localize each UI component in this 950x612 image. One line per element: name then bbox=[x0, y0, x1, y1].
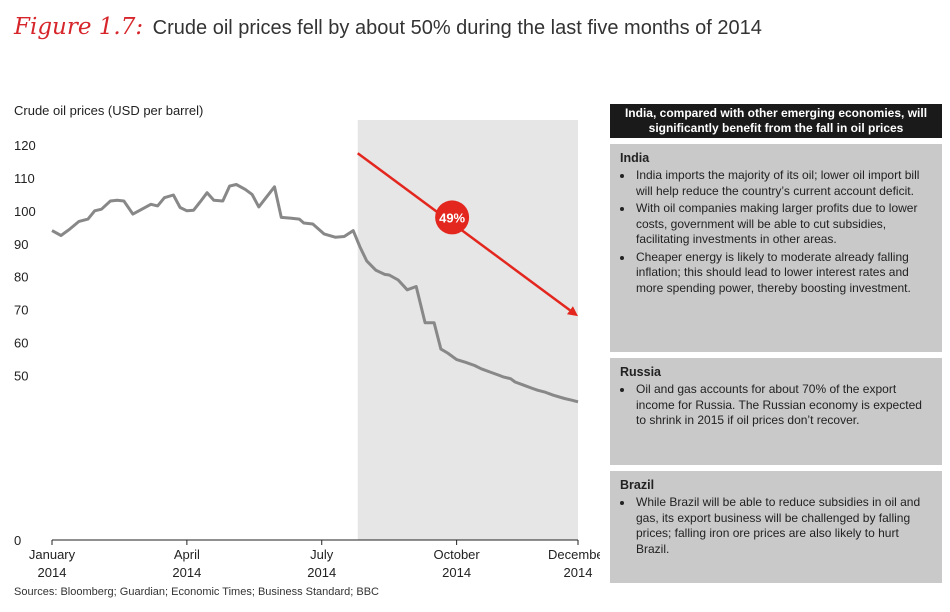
y-tick-label: 90 bbox=[14, 237, 28, 252]
x-tick-year: 2014 bbox=[564, 565, 593, 580]
trend-arrow-head bbox=[566, 306, 578, 317]
x-tick-year: 2014 bbox=[307, 565, 336, 580]
section-india: India India imports the majority of its … bbox=[610, 144, 942, 352]
section-title: India bbox=[620, 151, 650, 165]
x-tick-year: 2014 bbox=[442, 565, 471, 580]
y-tick-label: 80 bbox=[14, 270, 28, 285]
x-tick-year: 2014 bbox=[38, 565, 67, 580]
figure-title: Figure 1.7: Crude oil prices fell by abo… bbox=[14, 14, 944, 40]
x-tick-label: October bbox=[433, 547, 480, 562]
x-tick-label: December bbox=[548, 547, 600, 562]
bullet-item: While Brazil will be able to reduce subs… bbox=[634, 495, 932, 557]
x-tick-label: January bbox=[29, 547, 76, 562]
bullet-list: India imports the majority of its oil; l… bbox=[620, 168, 932, 296]
figure-title-text: Crude oil prices fell by about 50% durin… bbox=[152, 17, 762, 39]
y-axis-label: Crude oil prices (USD per barrel) bbox=[14, 103, 203, 118]
section-brazil: Brazil While Brazil will be able to redu… bbox=[610, 471, 942, 583]
side-panel: India, compared with other emerging econ… bbox=[610, 104, 942, 583]
bullet-list: Oil and gas accounts for about 70% of th… bbox=[620, 382, 932, 429]
figure-label: Figure 1.7: bbox=[14, 14, 144, 40]
sources-note: Sources: Bloomberg; Guardian; Economic T… bbox=[14, 586, 380, 598]
section-russia: Russia Oil and gas accounts for about 70… bbox=[610, 358, 942, 465]
y-tick-label: 70 bbox=[14, 303, 28, 318]
y-tick-label: 50 bbox=[14, 368, 28, 383]
x-tick-label: July bbox=[310, 547, 334, 562]
price-line bbox=[51, 183, 579, 404]
bullet-item: India imports the majority of its oil; l… bbox=[634, 168, 932, 199]
x-tick-year: 2014 bbox=[172, 565, 201, 580]
x-tick-label: April bbox=[174, 547, 200, 562]
y-tick-label: 110 bbox=[14, 171, 35, 186]
y-tick-label: 60 bbox=[14, 336, 28, 351]
panel-header: India, compared with other emerging econ… bbox=[610, 104, 942, 138]
y-tick-label: 100 bbox=[14, 204, 36, 219]
percent-badge bbox=[435, 200, 470, 235]
section-title: Brazil bbox=[620, 478, 655, 492]
section-title: Russia bbox=[620, 365, 661, 379]
oil-price-chart: Crude oil prices (USD per barrel) 0 50 60 70… bbox=[14, 103, 600, 580]
bullet-item: Cheaper energy is likely to moderate alr… bbox=[634, 250, 932, 297]
y-tick-label: 0 bbox=[14, 533, 21, 548]
percent-badge-label: 49% bbox=[439, 210, 465, 225]
trend-arrow bbox=[356, 152, 571, 312]
bullet-list: While Brazil will be able to reduce subs… bbox=[620, 495, 932, 557]
bullet-item: Oil and gas accounts for about 70% of th… bbox=[634, 382, 932, 429]
y-tick-label: 120 bbox=[14, 138, 36, 153]
highlight-band bbox=[357, 120, 578, 540]
bullet-item: With oil companies making larger profits… bbox=[634, 201, 932, 248]
